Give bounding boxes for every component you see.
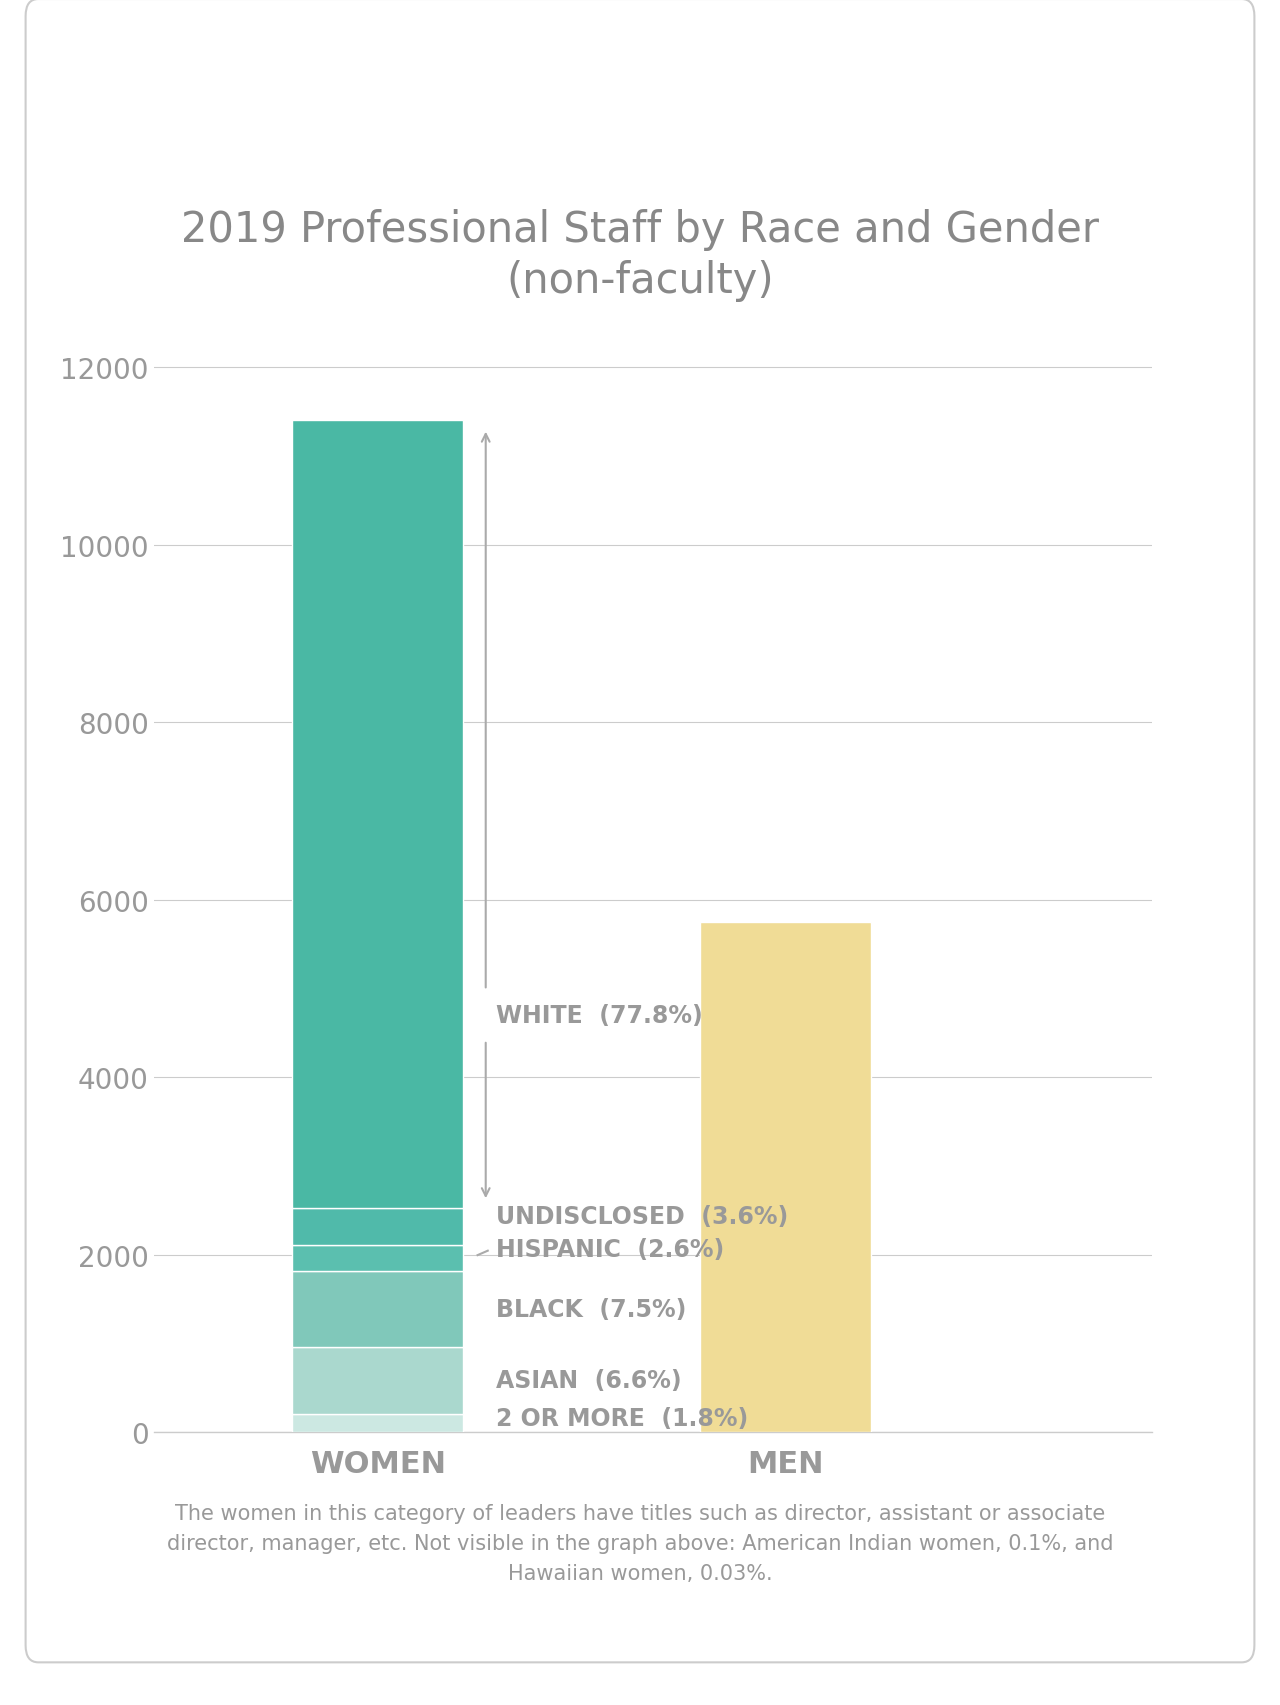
Text: ASIAN  (6.6%): ASIAN (6.6%): [495, 1369, 681, 1393]
Bar: [292, 1245, 463, 1272]
Bar: [292, 1272, 463, 1347]
Text: WHITE  (77.8%): WHITE (77.8%): [495, 1004, 703, 1028]
Text: 2019 Professional Staff by Race and Gender: 2019 Professional Staff by Race and Gend…: [180, 210, 1100, 251]
Text: BLACK  (7.5%): BLACK (7.5%): [495, 1298, 686, 1321]
Bar: [700, 922, 870, 1432]
Text: 2 OR MORE  (1.8%): 2 OR MORE (1.8%): [495, 1407, 748, 1430]
Bar: [292, 1209, 463, 1245]
Text: (non-faculty): (non-faculty): [506, 261, 774, 302]
Bar: [292, 1347, 463, 1413]
Bar: [292, 421, 463, 1209]
Bar: [292, 1413, 463, 1432]
Text: UNDISCLOSED  (3.6%): UNDISCLOSED (3.6%): [495, 1204, 788, 1228]
Text: The women in this category of leaders have titles such as director, assistant or: The women in this category of leaders ha…: [166, 1504, 1114, 1582]
Text: HISPANIC  (2.6%): HISPANIC (2.6%): [495, 1238, 724, 1262]
